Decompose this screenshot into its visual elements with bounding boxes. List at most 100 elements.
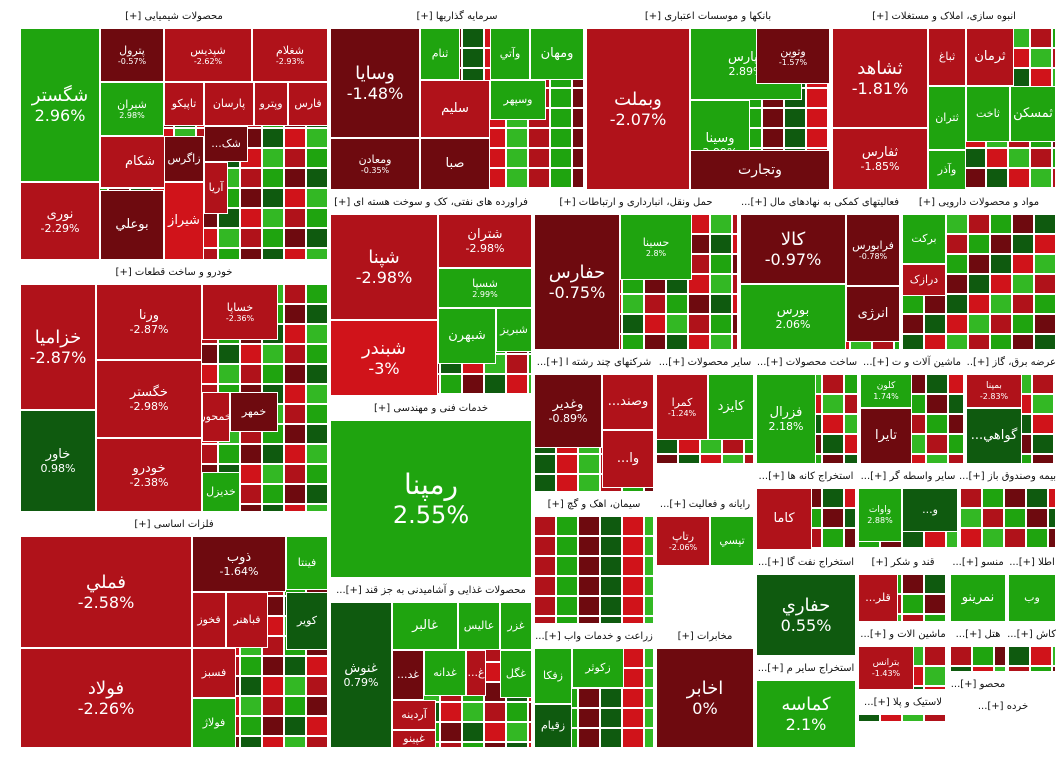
stock-tile[interactable]: درازک: [902, 264, 946, 296]
stock-tile[interactable]: نوری -2.29%: [20, 182, 100, 260]
minor-stock-tile[interactable]: [306, 656, 328, 676]
sector-header[interactable]: لاستیک و پلا [+]...: [858, 692, 948, 714]
minor-stock-tile[interactable]: [462, 28, 484, 48]
minor-stock-tile[interactable]: [1012, 274, 1034, 294]
minor-stock-tile[interactable]: [946, 646, 948, 666]
minor-stock-tile[interactable]: [844, 414, 858, 434]
minor-stock-tile[interactable]: [550, 188, 572, 190]
minor-stock-tile[interactable]: [262, 168, 284, 188]
minor-stock-tile[interactable]: [644, 536, 654, 556]
minor-stock-tile[interactable]: [306, 364, 328, 384]
minor-stock-tile[interactable]: [306, 464, 328, 484]
stock-tile[interactable]: ثشاهد -1.81%: [832, 28, 928, 128]
sector-header[interactable]: قند و شکر [+]: [858, 552, 948, 574]
minor-stock-tile[interactable]: [722, 454, 744, 464]
minor-stock-tile[interactable]: [556, 536, 578, 556]
sector-header[interactable]: عرضه برق، گاز [+]...: [966, 352, 1056, 374]
minor-stock-tile[interactable]: [262, 716, 284, 736]
minor-stock-tile[interactable]: [440, 742, 462, 748]
stock-tile[interactable]: کایزد: [708, 374, 754, 440]
minor-stock-tile[interactable]: [506, 742, 528, 748]
minor-stock-tile[interactable]: [960, 528, 982, 548]
minor-stock-tile[interactable]: [550, 148, 572, 168]
stock-tile[interactable]: شیران 2.98%: [100, 82, 164, 136]
stock-tile[interactable]: فولاژ: [192, 698, 236, 748]
minor-stock-tile[interactable]: [622, 294, 644, 314]
minor-stock-tile[interactable]: [600, 688, 622, 708]
minor-stock-tile[interactable]: [924, 614, 946, 622]
minor-stock-tile[interactable]: [950, 646, 972, 666]
minor-stock-tile[interactable]: [218, 364, 240, 384]
minor-stock-tile[interactable]: [262, 208, 284, 228]
minor-stock-tile[interactable]: [1052, 646, 1056, 666]
minor-stock-tile[interactable]: [946, 614, 948, 622]
minor-stock-tile[interactable]: [948, 374, 964, 394]
minor-stock-tile[interactable]: [600, 596, 622, 616]
minor-stock-tile[interactable]: [484, 742, 506, 748]
minor-stock-tile[interactable]: [578, 688, 600, 708]
minor-stock-tile[interactable]: [1048, 528, 1056, 548]
minor-stock-tile[interactable]: [284, 504, 306, 512]
minor-stock-tile[interactable]: [572, 108, 584, 128]
stock-tile[interactable]: انرژی: [846, 286, 900, 342]
sector-header[interactable]: استخراج سایر م [+]...: [756, 658, 856, 680]
minor-stock-tile[interactable]: [828, 108, 830, 128]
minor-stock-tile[interactable]: [902, 614, 924, 622]
minor-stock-tile[interactable]: [556, 576, 578, 596]
minor-stock-tile[interactable]: [1034, 294, 1056, 314]
sector-header[interactable]: منسو [+]...: [950, 552, 1006, 574]
minor-stock-tile[interactable]: [1032, 434, 1054, 454]
minor-stock-tile[interactable]: [822, 528, 844, 548]
minor-stock-tile[interactable]: [622, 648, 644, 668]
minor-stock-tile[interactable]: [844, 454, 858, 464]
minor-stock-tile[interactable]: [306, 384, 328, 404]
minor-stock-tile[interactable]: [550, 168, 572, 188]
minor-stock-tile[interactable]: [600, 536, 622, 556]
minor-stock-tile[interactable]: [924, 594, 946, 614]
sector-header[interactable]: مخابرات [+]: [656, 626, 754, 648]
minor-stock-tile[interactable]: [284, 404, 306, 424]
minor-stock-tile[interactable]: [306, 304, 328, 324]
stock-tile[interactable]: شغلام -2.93%: [252, 28, 328, 82]
minor-stock-tile[interactable]: [284, 424, 306, 444]
stock-tile[interactable]: کلون 1.74%: [860, 374, 912, 408]
minor-stock-tile[interactable]: [948, 454, 964, 464]
minor-stock-tile[interactable]: [240, 464, 262, 484]
minor-stock-tile[interactable]: [946, 274, 968, 294]
minor-stock-tile[interactable]: [902, 548, 924, 550]
minor-stock-tile[interactable]: [240, 364, 262, 384]
minor-stock-tile[interactable]: [284, 344, 306, 364]
minor-stock-tile[interactable]: [240, 248, 262, 260]
minor-stock-tile[interactable]: [572, 168, 584, 188]
sector-header[interactable]: زراعت و خدمات واب [+]...: [534, 626, 654, 648]
minor-stock-tile[interactable]: [528, 722, 532, 742]
minor-stock-tile[interactable]: [506, 188, 528, 190]
minor-stock-tile[interactable]: [924, 548, 946, 550]
minor-stock-tile[interactable]: [822, 488, 844, 508]
sector-header[interactable]: خرده [+]...: [950, 696, 1056, 718]
minor-stock-tile[interactable]: [990, 254, 1012, 274]
minor-stock-tile[interactable]: [990, 214, 1012, 234]
minor-stock-tile[interactable]: [1030, 666, 1052, 672]
minor-stock-tile[interactable]: [822, 394, 844, 414]
minor-stock-tile[interactable]: [622, 536, 644, 556]
minor-stock-tile[interactable]: [306, 148, 328, 168]
minor-stock-tile[interactable]: [1008, 666, 1030, 672]
minor-stock-tile[interactable]: [306, 676, 328, 696]
minor-stock-tile[interactable]: [1008, 646, 1030, 666]
minor-stock-tile[interactable]: [1034, 214, 1056, 234]
minor-stock-tile[interactable]: [688, 314, 710, 334]
minor-stock-tile[interactable]: [986, 168, 1008, 188]
minor-stock-tile[interactable]: [666, 294, 688, 314]
stock-tile[interactable]: غگل: [500, 650, 532, 698]
minor-stock-tile[interactable]: [946, 548, 958, 550]
minor-stock-tile[interactable]: [902, 314, 924, 334]
minor-stock-tile[interactable]: [262, 228, 284, 248]
stock-tile[interactable]: ذوب -1.64%: [192, 536, 286, 592]
minor-stock-tile[interactable]: [262, 696, 284, 716]
minor-stock-tile[interactable]: [556, 616, 578, 624]
stock-tile[interactable]: اخابر 0%: [656, 648, 754, 748]
stock-tile[interactable]: شبهرن: [438, 308, 496, 364]
minor-stock-tile[interactable]: [306, 208, 328, 228]
minor-stock-tile[interactable]: [960, 488, 982, 508]
